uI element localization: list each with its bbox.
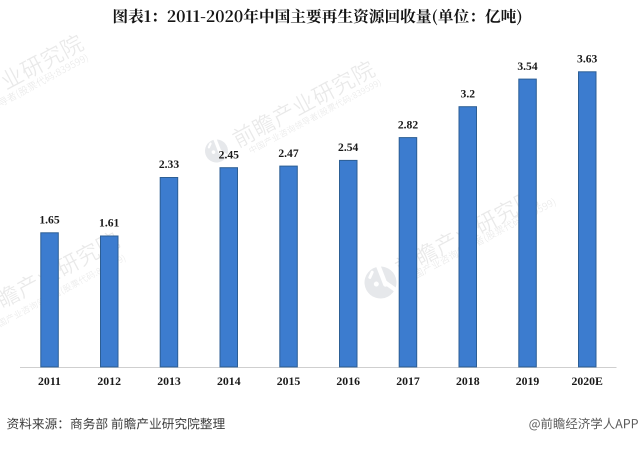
svg-text:2015: 2015: [277, 374, 301, 388]
svg-text:2.45: 2.45: [219, 148, 239, 161]
svg-text:1.61: 1.61: [99, 217, 119, 230]
svg-text:2.54: 2.54: [338, 141, 358, 154]
svg-text:2016: 2016: [336, 374, 360, 388]
svg-text:2018: 2018: [456, 374, 480, 388]
svg-text:3.54: 3.54: [517, 60, 537, 73]
svg-text:1.65: 1.65: [39, 214, 59, 227]
svg-text:2019: 2019: [516, 374, 540, 388]
svg-text:2014: 2014: [217, 374, 241, 388]
svg-text:2020E: 2020E: [571, 374, 603, 388]
svg-text:2012: 2012: [97, 374, 121, 388]
svg-text:2011: 2011: [38, 374, 61, 388]
svg-text:2.82: 2.82: [398, 118, 418, 131]
svg-text:2.33: 2.33: [159, 158, 179, 171]
svg-text:2013: 2013: [157, 374, 181, 388]
svg-text:2017: 2017: [396, 374, 420, 388]
svg-text:3.63: 3.63: [577, 53, 597, 66]
svg-text:3.2: 3.2: [461, 87, 476, 100]
svg-text:2.47: 2.47: [278, 147, 298, 160]
